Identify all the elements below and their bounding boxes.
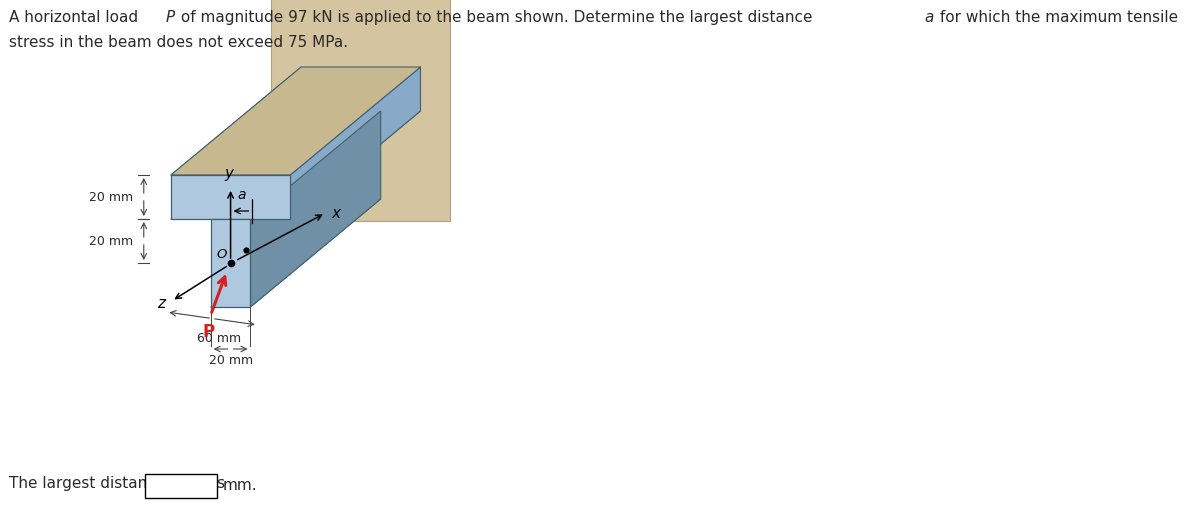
- Text: P: P: [166, 10, 175, 25]
- Text: a: a: [197, 476, 206, 491]
- Polygon shape: [290, 67, 420, 219]
- Text: of magnitude 97 kN is applied to the beam shown. Determine the largest distance: of magnitude 97 kN is applied to the bea…: [176, 10, 817, 25]
- Text: z: z: [157, 296, 166, 311]
- Text: P: P: [203, 323, 215, 341]
- Text: A horizontal load: A horizontal load: [10, 10, 143, 25]
- Polygon shape: [211, 219, 251, 307]
- Bar: [145, 474, 217, 498]
- Polygon shape: [251, 111, 380, 307]
- Text: for which the maximum tensile: for which the maximum tensile: [936, 10, 1178, 25]
- Text: O: O: [216, 248, 227, 261]
- Text: mm.: mm.: [222, 479, 257, 494]
- Text: 20 mm: 20 mm: [89, 235, 133, 248]
- Polygon shape: [271, 0, 450, 221]
- Polygon shape: [170, 67, 420, 175]
- Text: a: a: [238, 188, 246, 202]
- Text: is: is: [208, 476, 226, 491]
- Text: a: a: [924, 10, 934, 25]
- Text: stress in the beam does not exceed 75 MPa.: stress in the beam does not exceed 75 MP…: [10, 35, 348, 50]
- Text: y: y: [224, 166, 233, 181]
- Text: x: x: [331, 206, 340, 221]
- Text: 20 mm: 20 mm: [209, 354, 253, 367]
- Polygon shape: [170, 175, 290, 219]
- Text: The largest distance: The largest distance: [10, 476, 170, 491]
- Text: 60 mm: 60 mm: [197, 333, 241, 346]
- Text: 20 mm: 20 mm: [89, 191, 133, 204]
